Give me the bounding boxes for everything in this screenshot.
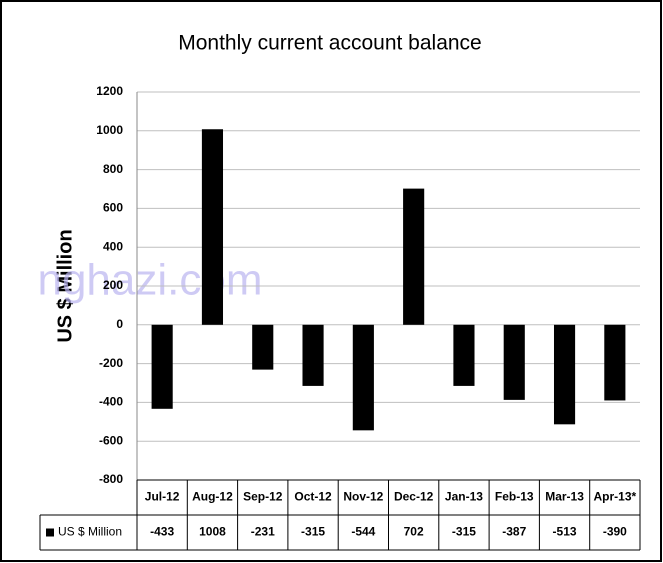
x-tick-label: Nov-12 <box>343 490 383 504</box>
data-label: 1008 <box>199 525 226 539</box>
data-label: -231 <box>251 525 275 539</box>
data-label: -433 <box>150 525 174 539</box>
y-tick-label: -600 <box>99 433 123 447</box>
bar <box>604 324 626 401</box>
x-tick-label: Sep-12 <box>243 490 283 504</box>
x-tick-label: Oct-12 <box>294 490 332 504</box>
bar <box>252 324 274 370</box>
bar <box>453 324 475 386</box>
y-tick-label: 800 <box>103 162 123 176</box>
chart-title: Monthly current account balance <box>178 32 482 55</box>
y-axis-label: US $ Million <box>54 229 76 342</box>
bar <box>553 324 576 425</box>
data-label: -513 <box>553 525 577 539</box>
data-label: -387 <box>502 525 526 539</box>
data-label: -390 <box>603 525 627 539</box>
x-tick-label: Mar-13 <box>545 490 584 504</box>
bar <box>352 324 374 431</box>
legend-marker <box>46 528 54 537</box>
data-label: -315 <box>301 525 325 539</box>
legend-label: US $ Million <box>58 525 122 539</box>
bar <box>403 188 425 325</box>
y-tick-label: 1200 <box>96 84 123 98</box>
x-tick-label: Apr-13* <box>594 490 637 504</box>
x-tick-label: Jul-12 <box>145 490 180 504</box>
y-tick-label: 400 <box>103 239 123 253</box>
y-tick-label: -200 <box>99 356 123 370</box>
bar <box>302 324 324 386</box>
x-tick-label: Feb-13 <box>495 490 534 504</box>
y-tick-label: 0 <box>116 317 123 331</box>
data-label: -315 <box>452 525 476 539</box>
y-tick-label: -400 <box>99 395 123 409</box>
bar <box>503 324 525 400</box>
data-label: 702 <box>404 525 424 539</box>
y-tick-label: -800 <box>99 472 123 486</box>
bar <box>151 324 173 409</box>
x-tick-label: Jan-13 <box>445 490 483 504</box>
bar <box>201 129 224 325</box>
data-label: -544 <box>351 525 375 539</box>
y-tick-label: 1000 <box>96 123 123 137</box>
x-tick-label: Aug-12 <box>192 490 233 504</box>
y-tick-label: 200 <box>103 278 123 292</box>
y-tick-label: 600 <box>103 201 123 215</box>
x-tick-label: Dec-12 <box>394 490 434 504</box>
watermark: nghazi.com <box>37 256 262 305</box>
